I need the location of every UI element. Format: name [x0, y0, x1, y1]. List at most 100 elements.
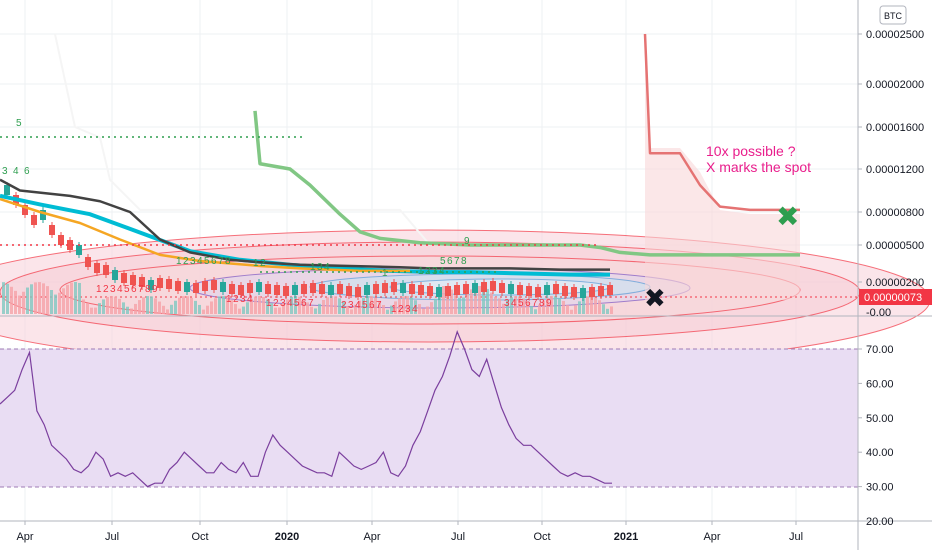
volume-bar	[310, 306, 313, 314]
td-down-dec: 7	[376, 300, 382, 311]
price-panel[interactable]: 53 4 61 2 3 4 5 6 7 8 91 2 3 4 5 6 7 8 1 2 1 3 41 2 3 4 1 2 3 4 5 6 7 2 3 4…	[0, 30, 931, 371]
volume-bar	[190, 297, 193, 314]
time-tick-label: Apr	[703, 531, 720, 543]
volume-bar	[186, 296, 189, 314]
td-up-top: 5	[16, 118, 22, 129]
price-series-line	[0, 193, 610, 277]
volume-bar	[234, 304, 237, 314]
volume-bar	[562, 300, 565, 314]
candle-body	[346, 286, 352, 296]
td-down-dec: 4	[355, 300, 361, 311]
volume-bar	[374, 297, 377, 314]
candle-body	[40, 210, 46, 220]
candle-body	[544, 285, 550, 295]
volume-bar	[86, 303, 89, 314]
td-down-dec: 2	[341, 300, 347, 311]
candle-body	[4, 185, 10, 195]
volume-bar	[414, 300, 417, 314]
volume-bar	[114, 296, 117, 314]
td-down-mid2: 7	[308, 298, 314, 309]
volume-bar	[418, 304, 421, 314]
candle-body	[31, 215, 37, 225]
candle-body	[175, 281, 181, 291]
currency-badge[interactable]: BTC	[879, 5, 907, 25]
volume-bar	[550, 296, 553, 314]
td-up-left: 4	[13, 166, 19, 177]
candle-body	[139, 277, 145, 287]
volume-bar	[262, 297, 265, 314]
annotation-line-2: X marks the spot	[706, 159, 811, 175]
volume-bar	[498, 298, 501, 314]
volume-bar	[566, 305, 569, 314]
volume-bar	[346, 305, 349, 314]
candle-body	[517, 285, 523, 295]
td-down-mid: 1	[226, 294, 232, 305]
td-down-end: 4	[511, 298, 517, 309]
volume-bar	[82, 299, 85, 314]
price-axis-ticks[interactable]: 0.00002500 0.00002000 0.00001600 0.00001200…	[858, 29, 924, 289]
volume-bar	[194, 300, 197, 314]
volume-bar	[238, 308, 241, 314]
volume-bar	[246, 302, 249, 314]
volume-bar	[606, 308, 609, 314]
volume-bar	[230, 300, 233, 314]
volume-bar	[306, 302, 309, 314]
td-down-dec: 6	[369, 300, 375, 311]
volume-bar	[102, 299, 105, 314]
current-price-tag[interactable]: 0.00000073	[859, 289, 932, 305]
td-up-mid: 8	[225, 256, 231, 267]
candle-body	[355, 287, 361, 297]
rsi-panel[interactable]	[0, 330, 858, 488]
candle-body	[22, 205, 28, 215]
volume-bar	[410, 297, 413, 314]
time-tick-label: 2020	[275, 531, 299, 543]
volume-bar	[358, 300, 361, 314]
td-down-end: 9	[546, 298, 552, 309]
volume-bar	[362, 297, 365, 314]
candle-body	[535, 287, 541, 297]
td-up-one: 1	[382, 268, 388, 279]
candle-body	[328, 285, 334, 295]
td-up-134: 3	[317, 262, 323, 273]
volume-bar	[206, 305, 209, 314]
candle-body	[400, 283, 406, 293]
volume-bar	[130, 308, 133, 314]
volume-bar	[298, 296, 301, 314]
candle-body	[211, 280, 217, 290]
candle-body	[481, 282, 487, 292]
volume-bar	[138, 300, 141, 314]
volume-bar	[118, 298, 121, 314]
td-down-1: 1	[96, 284, 102, 295]
volume-bar	[474, 286, 477, 314]
candle-body	[553, 284, 559, 294]
green-x-marker[interactable]: ✖	[776, 200, 799, 233]
volume-bar	[162, 305, 165, 314]
candle-body	[337, 284, 343, 294]
td-up-left: 6	[24, 166, 30, 177]
time-tick-label: Oct	[191, 531, 208, 543]
volume-bar	[54, 294, 57, 314]
candle-body	[103, 265, 109, 275]
volume-bar	[406, 296, 409, 314]
candle-body	[256, 282, 262, 292]
td-down-mid2: 5	[294, 298, 300, 309]
price-tick-label: 0.00002000	[866, 79, 924, 91]
volume-bar	[46, 286, 49, 314]
rsi-axis-ticks[interactable]: 70.00 60.00 50.00 40.00 30.00 20.00	[858, 344, 894, 528]
rsi-tick-label: 40.00	[866, 447, 894, 459]
volume-bar	[202, 309, 205, 314]
time-axis-ticks[interactable]: Apr Jul Oct 2020 Apr Jul Oct 2021 Apr Jul	[16, 521, 803, 543]
candle-body	[94, 263, 100, 273]
candle-body	[436, 287, 442, 297]
rsi-tick-label: 60.00	[866, 378, 894, 390]
td-up-mid: 2	[183, 256, 189, 267]
volume-bar	[506, 299, 509, 314]
candle-body	[607, 285, 613, 295]
td-down-end: 6	[525, 298, 531, 309]
candle-body	[220, 282, 226, 292]
volume-bar	[150, 296, 153, 314]
volume-bar	[570, 309, 573, 314]
volume-bar	[282, 303, 285, 314]
black-x-marker[interactable]: ✖	[644, 284, 666, 314]
volume-bar	[402, 296, 405, 314]
